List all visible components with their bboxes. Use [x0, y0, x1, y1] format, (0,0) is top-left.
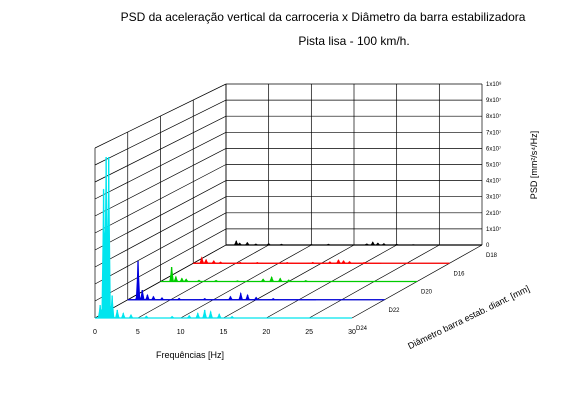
chart-series-layer — [95, 156, 482, 319]
series-D24 — [95, 156, 352, 319]
y-tick-labels: 0 1x10⁷ 2x10⁷ 3x10⁷ 4x10⁷ 5x10⁷ 6x10⁷ 7x10⁷ 8x10… — [486, 81, 502, 249]
y-tick-label: 9x10⁷ — [486, 97, 501, 104]
x-tick-label: 10 — [177, 329, 185, 336]
depth-label: D20 — [421, 290, 433, 296]
chart-title: PSD da aceleração vertical da carroceria… — [121, 10, 526, 24]
x-tick-label: 25 — [305, 329, 313, 336]
x-axis-label: Frequências [Hz] — [156, 350, 224, 360]
series-D18 — [226, 239, 482, 246]
x-tick-label: 15 — [220, 329, 228, 336]
x-tick-labels: 0 5 10 15 20 25 30 — [93, 329, 356, 336]
y-tick-label: 1x10⁸ — [486, 81, 502, 88]
y-tick-label: 7x10⁷ — [486, 129, 501, 136]
depth-label: D24 — [356, 326, 368, 332]
depth-label: D18 — [486, 253, 498, 259]
y-tick-label: 8x10⁷ — [486, 113, 501, 120]
depth-labels: D18 D16 D20 D22 D24 — [356, 253, 498, 332]
series-spectrum — [127, 261, 316, 301]
y-tick-label: 3x10⁷ — [486, 194, 501, 201]
series-D20 — [160, 266, 417, 283]
x-tick-label: 5 — [136, 329, 140, 336]
y-tick-label: 2x10⁷ — [486, 210, 501, 217]
y-tick-label: 0 — [486, 243, 490, 249]
y-tick-label: 5x10⁷ — [486, 162, 501, 169]
x-tick-label: 30 — [348, 329, 356, 336]
series-spectrum — [95, 156, 284, 319]
y-tick-label: 1x10⁷ — [486, 226, 501, 233]
y-tick-label: 6x10⁷ — [486, 145, 501, 152]
x-tick-label: 0 — [93, 329, 97, 336]
x-tick-label: 20 — [262, 329, 270, 336]
series-D16 — [193, 256, 450, 264]
chart-subtitle: Pista lisa - 100 km/h. — [298, 34, 409, 48]
depth-label: D22 — [389, 308, 401, 314]
series-spectrum — [160, 266, 349, 282]
chart-grid — [94, 83, 483, 319]
depth-label: D16 — [454, 271, 466, 277]
series-D22 — [127, 261, 385, 301]
y-tick-label: 4x10⁷ — [486, 178, 501, 185]
y-axis-label: PSD [mm²/s⁴/Hz] — [529, 131, 539, 199]
